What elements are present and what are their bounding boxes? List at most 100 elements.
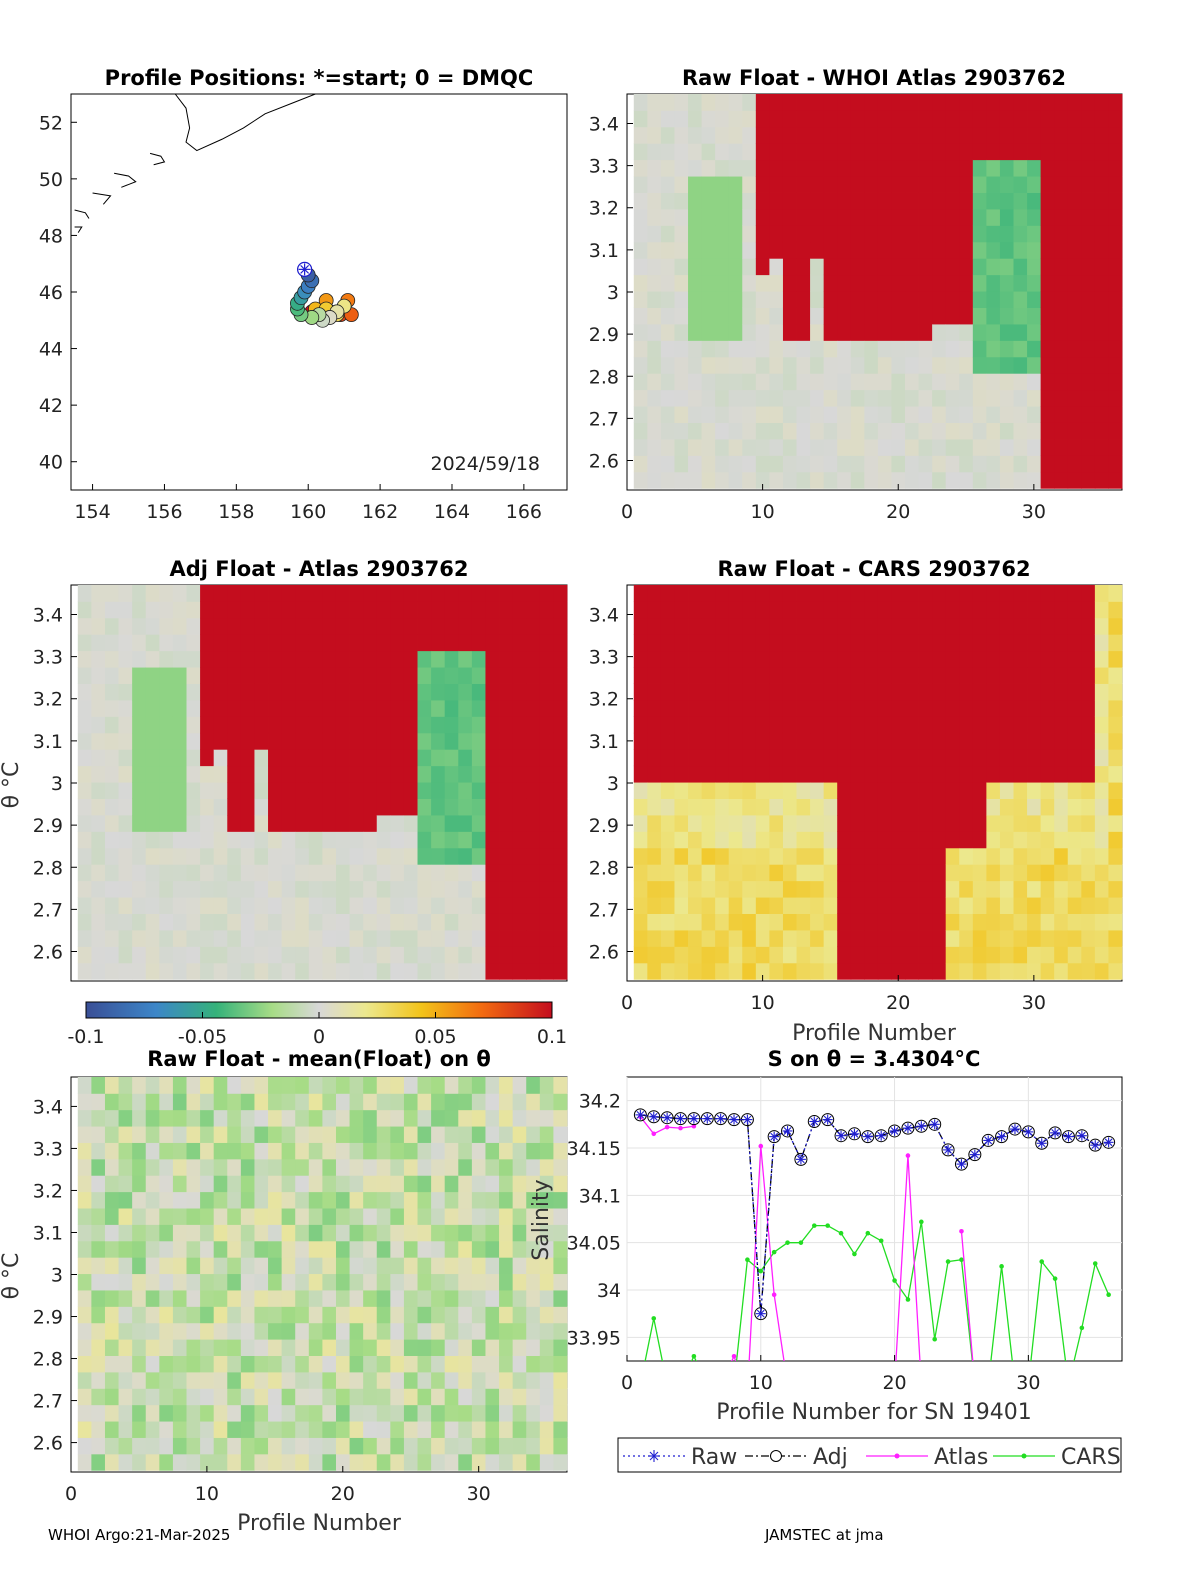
heatmap-cell [1081,913,1096,931]
heatmap-cell [810,815,825,832]
heatmap-cell [104,1240,119,1258]
heatmap-cell [499,930,514,947]
heatmap-cell [227,601,242,619]
heatmap-cell [633,782,648,799]
heatmap-cell [240,1077,255,1094]
heatmap-cell [281,1388,296,1406]
heatmap-cell [633,373,648,391]
heatmap-cell [118,1224,133,1242]
heatmap-cell [322,1371,337,1389]
heatmap-cell [837,650,852,668]
heatmap-cell [810,143,825,161]
heatmap-cell [295,798,310,816]
heatmap-cell [918,94,933,111]
heatmap-cell [959,749,974,767]
kuril-island [92,192,112,205]
heatmap-cell [553,667,568,684]
heatmap-cell [268,1371,283,1389]
heatmap-cell [918,192,933,210]
heatmap-cell [172,847,187,865]
heatmap-cell [810,110,825,128]
heatmap-cell [281,683,296,701]
heatmap-cell [186,1109,201,1127]
heatmap-cell [864,291,879,308]
heatmap-cell [1094,913,1109,931]
heatmap-cell [417,913,432,931]
cars-point [878,1238,884,1244]
heatmap-cell [810,307,825,325]
heatmap-cell [417,897,432,914]
heatmap-cell [335,765,350,783]
heatmap-cell [512,1421,527,1438]
heatmap-cell [647,225,662,243]
heatmap-cell [728,897,743,914]
heatmap-cell [132,1388,147,1406]
heatmap-cell [945,307,960,325]
heatmap-cell [213,930,228,947]
heatmap-cell [227,815,242,832]
heatmap-cell [295,732,310,750]
heatmap-cell [1013,880,1028,898]
heatmap-cell [728,880,743,898]
heatmap-cell [1094,683,1109,701]
heatmap-cell [444,650,459,668]
heatmap-cell [213,1093,228,1111]
heatmap-cell [322,1208,337,1225]
heatmap-cell [390,1126,405,1143]
heatmap-cell [132,1191,147,1209]
heatmap-cell [633,340,648,358]
heatmap-cell [485,617,500,635]
heatmap-cell [918,880,933,898]
heatmap-cell [539,1404,554,1422]
heatmap-cell [972,650,987,668]
heatmap-cell [715,930,730,947]
heatmap-cell [932,340,947,358]
heatmap-cell [539,1306,554,1324]
heatmap-cell [512,946,527,964]
heatmap-cell [349,700,364,717]
cars-point [1092,1261,1098,1266]
heatmap-cell [308,946,323,964]
heatmap-cell [118,585,133,602]
raw-point [1104,1138,1113,1147]
heatmap-cell [905,946,919,964]
heatmap-cell [471,650,486,668]
heatmap-cell [1094,406,1109,423]
heatmap-cell [172,1175,187,1193]
heatmap-cell [877,765,892,783]
heatmap-cell [227,650,242,668]
adj-point [981,1133,995,1147]
heatmap-cell [512,1371,527,1389]
heatmap-cell [810,617,825,635]
heatmap-cell [715,159,730,177]
heatmap-cell [390,1257,405,1275]
heatmap-cell [159,1126,174,1143]
heatmap-cell [905,356,919,374]
heatmap-cell [172,1142,187,1160]
heatmap-cell [281,831,296,849]
heatmap-cell [322,1175,337,1193]
heatmap-cell [715,258,730,276]
heatmap-cell [810,683,825,701]
heatmap-cell [1013,340,1028,358]
series-line-atlas [960,1231,974,1361]
heatmap-cell [877,209,892,226]
heatmap-cell [1027,864,1042,882]
heatmap-cell [823,274,838,292]
heatmap-cell [823,930,838,947]
heatmap-cell [240,913,255,931]
heatmap-cell [281,1158,296,1176]
heatmap-cell [512,1273,527,1291]
heatmap-cell [877,307,892,325]
heatmap-cell [1094,143,1109,161]
heatmap-cell [104,601,119,619]
heatmap-cell [891,143,906,161]
heatmap-cell [728,258,743,276]
heatmap-cell [1054,422,1069,440]
heatmap-cell [823,962,838,980]
heatmap-cell [959,324,974,341]
heatmap-cell [823,683,838,701]
heatmap-cell [444,1290,459,1307]
heatmap-cell [837,634,852,652]
heatmap-cell [471,667,486,684]
